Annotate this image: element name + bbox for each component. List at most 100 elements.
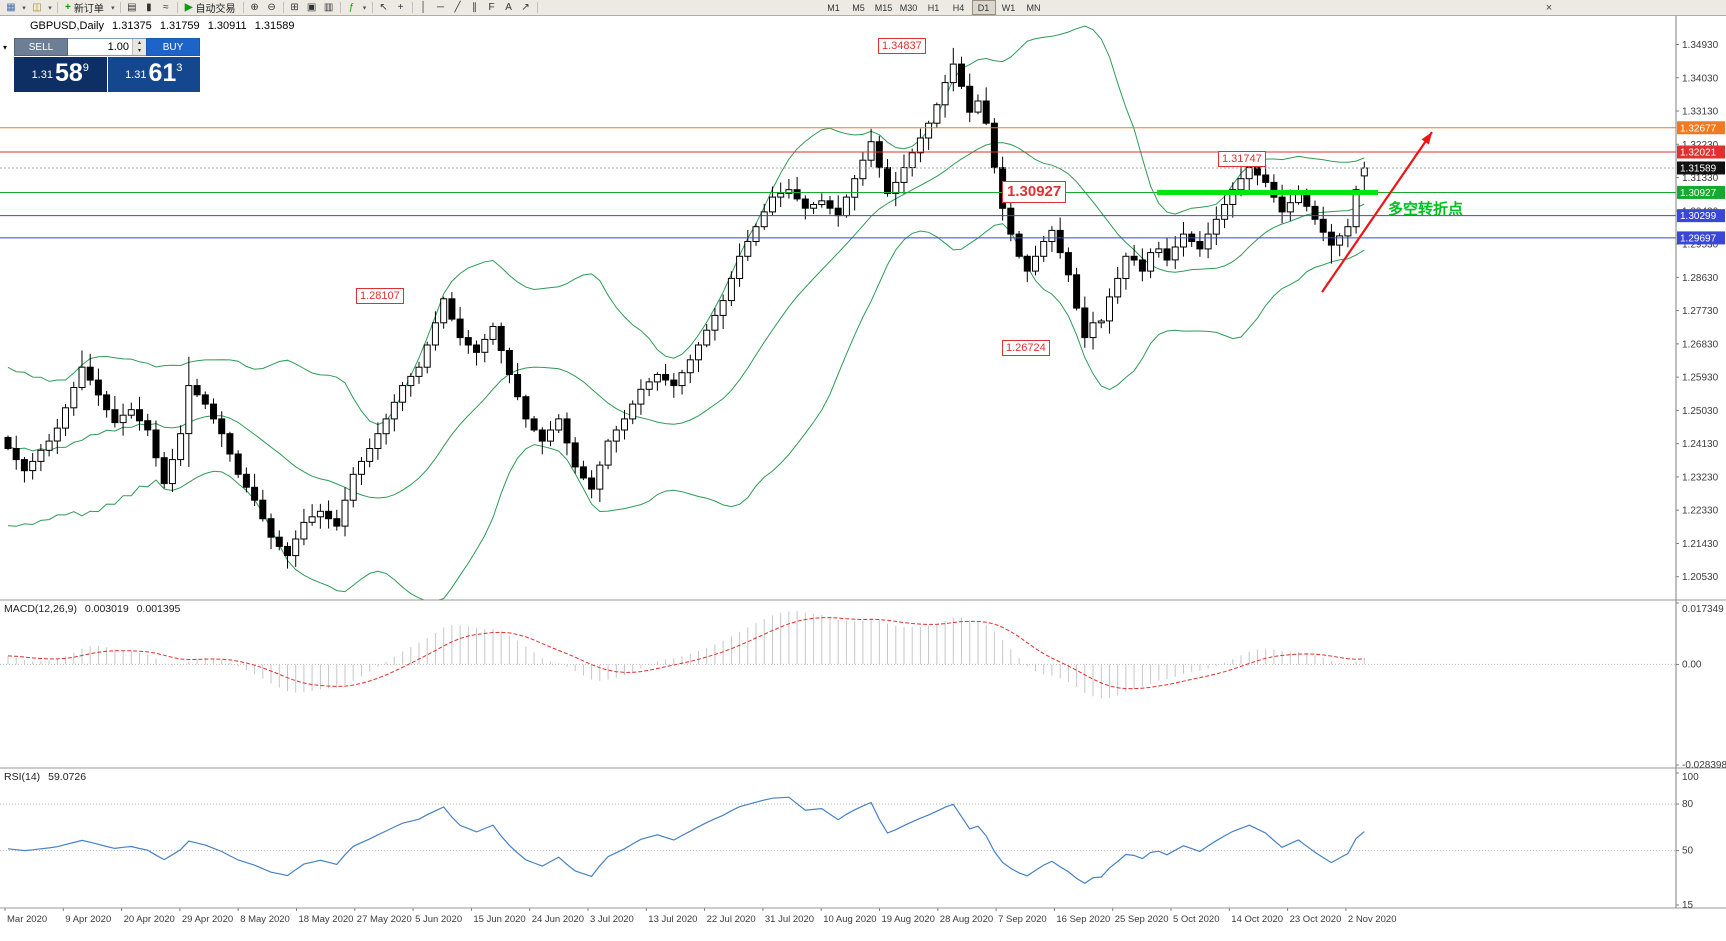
timeframe-m1-button[interactable]: M1 — [827, 2, 840, 13]
new-order-dropdown-icon[interactable]: ▾ — [111, 4, 115, 12]
timeframe-m30-button[interactable]: M30 — [899, 2, 918, 13]
trendline-icon[interactable]: ╱ — [454, 2, 461, 13]
channel-icon[interactable]: ∥ — [472, 2, 478, 13]
svg-text:1.26830: 1.26830 — [1682, 339, 1719, 350]
bollinger-middle-band — [7, 142, 1365, 499]
macd-histogram — [7, 611, 1365, 699]
lot-increase-button[interactable]: ▴ — [133, 39, 146, 47]
svg-text:1.31589: 1.31589 — [1680, 163, 1717, 174]
one-click-trading-panel: SELL 1.00 ▴ ▾ BUY 1.31 58 9 1.31 61 3 — [14, 38, 200, 92]
arrow-shapes-icon[interactable]: ↗ — [521, 2, 530, 13]
svg-text:9 Apr 2020: 9 Apr 2020 — [65, 914, 111, 925]
toolbar-spacer — [541, 7, 821, 8]
price-callout-1.26724[interactable]: 1.26724 — [1002, 340, 1050, 356]
toolbar-separator — [176, 2, 178, 13]
toolbar-separator — [536, 2, 538, 13]
trend-arrow[interactable] — [1321, 131, 1433, 293]
autotrading-button-label: 自动交易 — [195, 4, 236, 15]
buy-price-prefix: 1.31 — [125, 69, 147, 81]
rsi-line — [7, 796, 1365, 885]
price-axis[interactable] — [1676, 16, 1726, 908]
autotrading-button[interactable]: ▶ 自动交易 — [181, 1, 240, 15]
new-order-button-label: 新订单 — [73, 4, 104, 15]
new-chart-icon[interactable]: ▦ — [6, 2, 16, 13]
svg-text:1.22330: 1.22330 — [1682, 506, 1719, 517]
crosshair-icon[interactable]: + — [397, 2, 404, 13]
svg-text:5 Jun 2020: 5 Jun 2020 — [415, 914, 462, 925]
svg-text:29 Apr 2020: 29 Apr 2020 — [182, 914, 233, 925]
svg-text:1.23230: 1.23230 — [1682, 472, 1719, 483]
rsi-panel[interactable] — [0, 768, 1676, 908]
indicators-icon[interactable]: ƒ — [348, 2, 355, 13]
horizontal-level-lines — [0, 127, 1676, 239]
chart-line-icon[interactable]: ≈ — [163, 2, 169, 13]
lot-size-field[interactable]: 1.00 ▴ ▾ — [68, 38, 146, 56]
timeframe-h4-button[interactable]: H4 — [952, 2, 965, 13]
svg-text:1.32677: 1.32677 — [1680, 123, 1717, 134]
indicators-dropdown-icon[interactable]: ▾ — [362, 4, 367, 12]
lot-size-value[interactable]: 1.00 — [107, 41, 129, 53]
lot-decrease-button[interactable]: ▾ — [133, 47, 146, 55]
close-icon[interactable]: × — [1545, 1, 1553, 14]
timeframe-m5-button[interactable]: M5 — [852, 2, 865, 13]
price-callout-1.28107[interactable]: 1.28107 — [356, 288, 404, 304]
rsi-name: RSI(14) — [4, 771, 41, 783]
one-click-collapse-toggle[interactable]: ▾ — [3, 43, 8, 52]
profiles-icon[interactable]: ◫ — [32, 2, 42, 13]
rsi-indicator-header: RSI(14) 59.0726 — [4, 771, 91, 783]
svg-text:22 Jul 2020: 22 Jul 2020 — [707, 914, 756, 925]
chart-candles-icon[interactable]: ▮ — [146, 2, 152, 13]
macd-panel[interactable] — [0, 600, 1676, 768]
svg-text:-0.028398: -0.028398 — [1682, 760, 1726, 771]
price-callout-1.34837[interactable]: 1.34837 — [878, 38, 926, 54]
timeframe-m15-button[interactable]: M15 — [874, 2, 893, 13]
new-order-button[interactable]: + 新订单 — [61, 1, 108, 15]
toolbar-separator — [411, 2, 413, 13]
main-chart-panel[interactable] — [0, 16, 1676, 600]
zoom-in-icon[interactable]: ⊕ — [250, 2, 259, 13]
timeframe-d1-button[interactable]: D1 — [971, 0, 996, 15]
sell-price-display[interactable]: 1.31 58 9 — [14, 57, 107, 92]
turning-point-text-label[interactable]: 多空转折点 — [1388, 201, 1464, 218]
timeframe-h1-button[interactable]: H1 — [927, 2, 940, 13]
zoom-out-icon[interactable]: ⊖ — [267, 2, 276, 13]
tile-windows-icon[interactable]: ⊞ — [290, 2, 299, 13]
svg-text:1.33130: 1.33130 — [1682, 107, 1719, 118]
close-value: 1.31589 — [254, 20, 295, 32]
svg-text:19 Aug 2020: 19 Aug 2020 — [882, 914, 935, 925]
arrange-windows-icon[interactable]: ▥ — [323, 2, 334, 13]
buy-price-display[interactable]: 1.31 61 3 — [107, 57, 200, 92]
cascade-windows-icon[interactable]: ▣ — [306, 2, 317, 13]
svg-text:10 Aug 2020: 10 Aug 2020 — [823, 914, 876, 925]
toolbar-separator — [371, 2, 373, 13]
svg-text:0.00: 0.00 — [1682, 659, 1702, 670]
chart-bars-icon[interactable]: ▤ — [127, 2, 137, 13]
horizontal-line-icon[interactable]: ─ — [437, 2, 445, 13]
vertical-line-icon[interactable]: │ — [420, 2, 427, 13]
buy-button[interactable]: BUY — [146, 38, 200, 56]
timeframe-w1-button[interactable]: W1 — [1001, 2, 1016, 13]
fibonacci-icon[interactable]: F — [488, 2, 495, 13]
cursor-icon[interactable]: ↖ — [379, 2, 388, 13]
toolbar-separator — [282, 2, 284, 13]
new-chart-dropdown-icon[interactable]: ▾ — [22, 4, 26, 12]
main-chart-drawing — [4, 25, 1368, 600]
date-axis-labels: Mar 2020 9 Apr 2020 20 Apr 2020 29 Apr 2020… — [4, 908, 1396, 925]
sell-button[interactable]: SELL — [14, 38, 68, 56]
svg-text:18 May 2020: 18 May 2020 — [299, 914, 354, 925]
svg-text:1.32230: 1.32230 — [1682, 140, 1719, 151]
profiles-dropdown-icon[interactable]: ▾ — [48, 4, 52, 12]
price-callout-1.30927[interactable]: 1.30927 — [1002, 181, 1067, 203]
price-callout-1.31747[interactable]: 1.31747 — [1218, 151, 1266, 167]
svg-text:16 Sep 2020: 16 Sep 2020 — [1056, 914, 1110, 925]
symbol-period-label: GBPUSD,Daily — [30, 20, 104, 32]
text-label-icon[interactable]: A — [505, 2, 512, 13]
svg-text:1.34930: 1.34930 — [1682, 40, 1719, 51]
svg-text:1.21430: 1.21430 — [1682, 539, 1719, 550]
timeframe-mn-button[interactable]: MN — [1026, 2, 1041, 13]
macd-signal-line — [7, 617, 1365, 690]
time-axis[interactable] — [0, 908, 1676, 941]
svg-text:5 Oct 2020: 5 Oct 2020 — [1173, 914, 1219, 925]
svg-text:1.32021: 1.32021 — [1680, 148, 1717, 159]
